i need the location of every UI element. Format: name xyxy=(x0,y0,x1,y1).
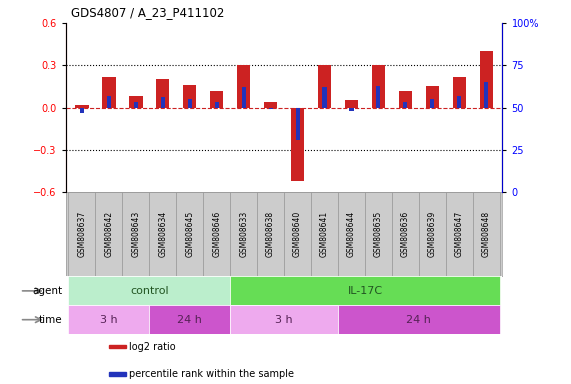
Bar xyxy=(122,192,149,276)
Text: GSM808633: GSM808633 xyxy=(239,211,248,257)
Text: GSM808643: GSM808643 xyxy=(131,211,140,257)
Bar xyxy=(425,86,439,108)
Bar xyxy=(215,103,219,108)
Text: GSM808644: GSM808644 xyxy=(347,211,356,257)
Text: GSM808636: GSM808636 xyxy=(401,211,410,257)
Bar xyxy=(323,87,327,108)
Bar xyxy=(318,65,331,108)
Bar xyxy=(284,192,311,276)
Bar xyxy=(188,99,192,108)
Bar xyxy=(291,108,304,181)
Bar xyxy=(376,86,380,108)
Bar xyxy=(149,192,176,276)
Bar xyxy=(399,91,412,108)
Text: GSM808642: GSM808642 xyxy=(104,211,113,257)
Text: GSM808647: GSM808647 xyxy=(455,211,464,257)
Bar xyxy=(109,372,126,376)
Bar xyxy=(296,108,300,140)
Text: IL-17C: IL-17C xyxy=(347,286,383,296)
Text: GSM808641: GSM808641 xyxy=(320,211,329,257)
Text: agent: agent xyxy=(33,286,63,296)
Bar xyxy=(156,79,170,108)
Bar xyxy=(257,192,284,276)
Bar xyxy=(230,192,257,276)
Bar xyxy=(403,103,408,108)
Bar xyxy=(268,108,272,109)
Bar xyxy=(95,192,122,276)
Text: 3 h: 3 h xyxy=(275,314,293,325)
Bar xyxy=(419,192,446,276)
Bar xyxy=(160,98,165,108)
Bar xyxy=(149,305,230,334)
Bar xyxy=(372,65,385,108)
Bar xyxy=(230,276,500,305)
Bar xyxy=(480,51,493,108)
Bar xyxy=(473,192,500,276)
Text: 3 h: 3 h xyxy=(100,314,118,325)
Bar xyxy=(75,105,89,108)
Bar xyxy=(107,96,111,108)
Bar xyxy=(203,192,230,276)
Bar xyxy=(392,192,419,276)
Bar xyxy=(80,108,84,113)
Text: GSM808648: GSM808648 xyxy=(482,211,491,257)
Bar xyxy=(69,192,95,276)
Bar xyxy=(176,192,203,276)
Bar xyxy=(109,345,126,348)
Bar xyxy=(237,65,250,108)
Text: 24 h: 24 h xyxy=(407,314,431,325)
Bar xyxy=(345,101,358,108)
Bar xyxy=(183,85,196,108)
Text: GSM808639: GSM808639 xyxy=(428,211,437,257)
Bar xyxy=(457,96,461,108)
Bar xyxy=(446,192,473,276)
Text: log2 ratio: log2 ratio xyxy=(128,341,175,352)
Text: GSM808634: GSM808634 xyxy=(158,211,167,257)
Text: GSM808638: GSM808638 xyxy=(266,211,275,257)
Text: GSM808640: GSM808640 xyxy=(293,211,302,257)
Bar xyxy=(338,192,365,276)
Bar xyxy=(69,305,149,334)
Bar xyxy=(242,87,246,108)
Bar xyxy=(349,108,353,111)
Bar xyxy=(431,99,435,108)
Text: percentile rank within the sample: percentile rank within the sample xyxy=(128,369,293,379)
Text: GSM808646: GSM808646 xyxy=(212,211,221,257)
Text: GSM808635: GSM808635 xyxy=(374,211,383,257)
Bar xyxy=(134,103,138,108)
Bar xyxy=(453,76,466,108)
Bar xyxy=(230,305,338,334)
Bar xyxy=(365,192,392,276)
Text: time: time xyxy=(39,314,63,325)
Bar xyxy=(210,91,223,108)
Bar xyxy=(311,192,338,276)
Text: GSM808645: GSM808645 xyxy=(185,211,194,257)
Bar xyxy=(129,96,143,108)
Text: control: control xyxy=(130,286,168,296)
Text: 24 h: 24 h xyxy=(177,314,202,325)
Bar xyxy=(69,276,230,305)
Bar xyxy=(264,102,278,108)
Text: GSM808637: GSM808637 xyxy=(77,211,86,257)
Bar xyxy=(338,305,500,334)
Bar xyxy=(484,82,488,108)
Text: GDS4807 / A_23_P411102: GDS4807 / A_23_P411102 xyxy=(71,6,225,19)
Bar xyxy=(102,76,115,108)
